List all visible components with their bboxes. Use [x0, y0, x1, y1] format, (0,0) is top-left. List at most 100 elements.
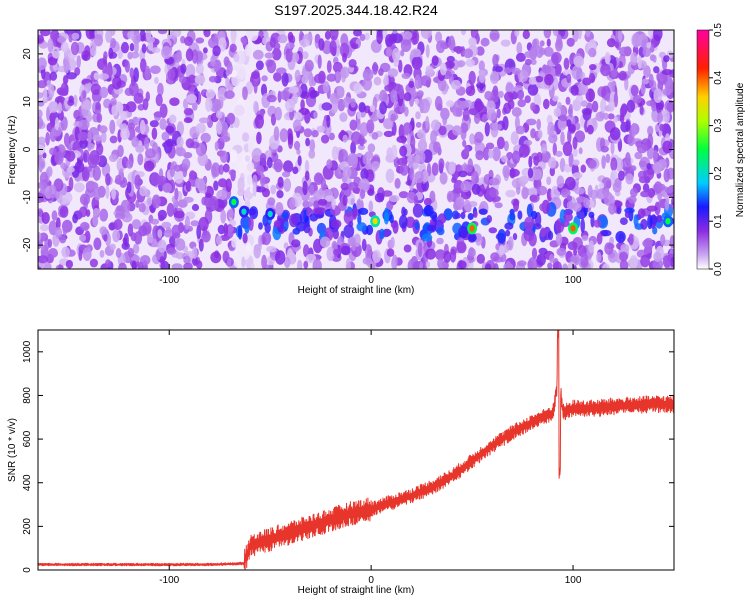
heatmap-cell — [490, 252, 500, 262]
heatmap-cell — [463, 199, 471, 211]
heatmap-cell — [287, 128, 293, 140]
heatmap-cell — [541, 64, 552, 74]
heatmap-cell — [360, 189, 366, 200]
heatmap-cell — [581, 235, 589, 241]
heatmap-cell — [242, 86, 248, 100]
heatmap-cell — [436, 237, 444, 245]
heatmap-cell — [315, 207, 326, 215]
heatmap-cell — [517, 210, 523, 220]
heatmap-cell — [644, 241, 653, 254]
heatmap-cell — [415, 121, 422, 128]
heatmap-cell — [491, 120, 499, 132]
heatmap-cell — [65, 259, 73, 269]
heatmap-cell — [562, 263, 569, 269]
heatmap-cell — [218, 37, 227, 52]
heatmap-cell — [230, 149, 238, 164]
heatmap-cell — [348, 236, 356, 247]
heatmap-cell — [465, 85, 476, 97]
heatmap-cell — [600, 98, 607, 113]
heatmap-cell — [183, 196, 194, 203]
heatmap-cell — [460, 122, 469, 134]
heatmap-cell — [51, 126, 62, 137]
heatmap-cell — [564, 176, 576, 191]
heatmap-cell — [456, 241, 466, 252]
heatmap-cell — [303, 222, 311, 234]
line-y-tick-label: 800 — [22, 387, 33, 404]
heatmap-cell — [498, 244, 505, 256]
heatmap-cell — [303, 260, 309, 269]
heatmap-cell — [619, 251, 629, 262]
heatmap-cell — [92, 165, 102, 181]
colorbar-ticks: 0.0 0.1 0.2 0.3 0.4 0.5 — [709, 23, 724, 276]
heatmap-cell — [533, 93, 542, 108]
heatmap-cell — [366, 119, 375, 134]
heatmap-cell — [552, 95, 559, 102]
heatmap-cell — [663, 168, 670, 183]
heatmap-cell — [146, 36, 156, 44]
heatmap-cell — [535, 75, 544, 83]
heatmap-cell — [312, 258, 322, 269]
heatmap-cell — [270, 113, 277, 126]
heatmap-cell — [629, 255, 639, 269]
heatmap-cell — [536, 254, 546, 266]
heatmap-cell — [40, 30, 51, 37]
heatmap-cell — [42, 152, 47, 159]
heatmap-cell — [83, 152, 88, 163]
heatmap-cell — [343, 224, 355, 239]
heatmap-cell — [166, 202, 175, 217]
heatmap-cell — [236, 65, 247, 80]
heatmap-cell — [636, 143, 648, 154]
heatmap-hot-spot — [570, 225, 576, 232]
heatmap-cell — [48, 83, 55, 99]
heatmap-cell — [607, 113, 615, 120]
heatmap-cell — [250, 263, 255, 269]
heatmap-cell — [340, 182, 349, 191]
heatmap-cell — [271, 48, 282, 61]
heatmap-cell — [351, 43, 359, 50]
heatmap-cell — [530, 102, 536, 111]
heatmap-cell — [549, 166, 555, 177]
heatmap-cell — [608, 203, 617, 215]
heatmap-cell — [191, 203, 200, 212]
heatmap-cell — [38, 116, 44, 129]
heatmap-cell — [486, 215, 493, 223]
heatmap-cell — [105, 173, 111, 186]
heatmap-cell — [139, 119, 146, 135]
heatmap-cell — [562, 141, 573, 157]
heatmap-cell — [132, 30, 141, 45]
line-y-tick-label: 200 — [22, 518, 33, 535]
heatmap-cell — [147, 197, 152, 206]
heatmap-cell — [253, 100, 259, 114]
heatmap-cell — [656, 183, 666, 191]
heatmap-cell — [276, 67, 287, 74]
heatmap-cell — [601, 155, 606, 169]
heatmap-cell — [657, 192, 663, 201]
heatmap-cell — [574, 187, 585, 195]
heatmap-cell — [516, 42, 523, 55]
heatmap-cell — [403, 92, 412, 102]
colorbar-tick-label: 0.3 — [713, 118, 724, 132]
snr-series-line — [38, 330, 674, 570]
heatmap-cell — [280, 90, 289, 101]
heatmap-cell — [383, 212, 389, 225]
heatmap-cell — [663, 55, 670, 63]
heatmap-cell — [214, 141, 219, 151]
heatmap-cell — [349, 119, 358, 131]
heatmap-cell — [266, 156, 273, 169]
heatmap-cell — [128, 81, 139, 97]
heatmap-cell — [535, 45, 544, 58]
heatmap-cell — [169, 97, 180, 106]
heatmap-cell — [45, 132, 50, 146]
heatmap-cell — [637, 208, 646, 219]
heatmap-cell — [110, 38, 117, 49]
heatmap-cell — [433, 141, 441, 153]
heatmap-cell — [342, 134, 348, 143]
heatmap-cell — [531, 168, 543, 181]
heatmap-cell — [511, 150, 521, 164]
heatmap-cell — [38, 136, 46, 145]
heatmap-cell — [510, 131, 519, 145]
heatmap-cell — [145, 148, 156, 159]
heatmap-cell — [472, 30, 479, 35]
heatmap-cell — [385, 48, 393, 57]
heatmap-cell — [596, 251, 602, 263]
